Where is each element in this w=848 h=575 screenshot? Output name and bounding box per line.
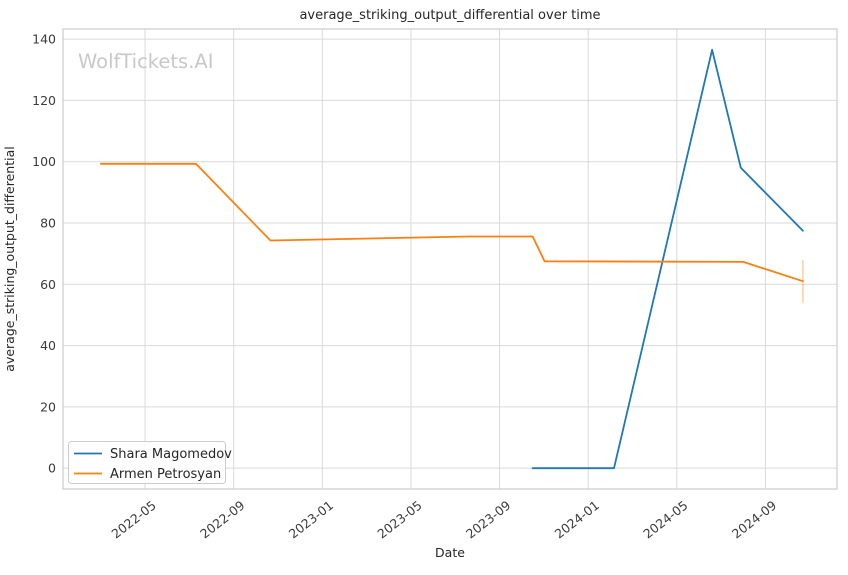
gridlines (63, 29, 837, 489)
y-tick-label: 120 (32, 93, 56, 108)
watermark: WolfTickets.AI (78, 50, 214, 73)
series-line-shara-magomedov (531, 48, 804, 470)
y-tick-label: 80 (40, 215, 56, 230)
x-tick-label: 2022-09 (197, 498, 247, 542)
y-tick-label: 100 (32, 154, 56, 169)
x-tick-label: 2024-01 (552, 498, 602, 542)
y-tick-label: 40 (40, 338, 56, 353)
x-axis-tick-labels: 2022-05 2022-09 2023-01 2023-05 2023-09 2024-… (109, 498, 780, 542)
chart-title: average_striking_output_differential ove… (299, 8, 600, 23)
x-tick-label: 2023-09 (463, 498, 513, 542)
y-tick-label: 60 (40, 277, 56, 292)
x-tick-label: 2023-05 (374, 498, 424, 542)
legend-label-armen-petrosyan: Armen Petrosyan (110, 467, 221, 482)
series-line-armen-petrosyan (99, 162, 804, 283)
y-tick-label: 140 (32, 32, 56, 47)
plot-border (62, 28, 838, 490)
legend: Shara Magomedov Armen Petrosyan (68, 441, 232, 484)
x-tick-label: 2023-01 (286, 498, 336, 542)
series-lines (99, 48, 804, 470)
x-axis-label: Date (435, 545, 465, 560)
x-tick-label: 2024-05 (640, 498, 690, 542)
y-tick-label: 0 (48, 461, 56, 476)
y-axis-label: average_striking_output_differential (2, 146, 17, 371)
y-axis-tick-labels: 0 20 40 60 80 100 120 140 (32, 32, 56, 476)
x-tick-label: 2024-09 (729, 498, 779, 542)
y-tick-label: 20 (40, 399, 56, 414)
x-tick-label: 2022-05 (109, 498, 159, 542)
legend-label-shara-magomedov: Shara Magomedov (110, 447, 232, 462)
legend-box (68, 441, 226, 484)
